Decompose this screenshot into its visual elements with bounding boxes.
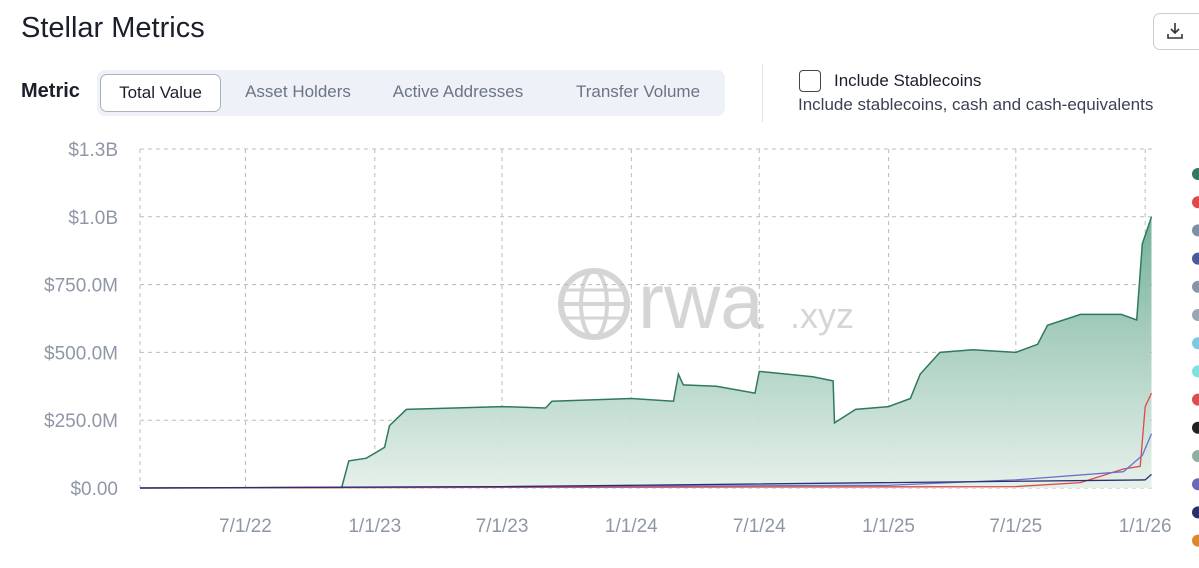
legend-dot [1192,393,1199,406]
legend-dot [1192,450,1199,462]
page-title: Stellar Metrics [21,12,205,44]
x-tick-label: 1/1/25 [862,516,915,537]
y-tick-label: $750.0M [44,276,118,297]
series-line [139,433,1153,489]
x-tick-label: 1/1/26 [1119,516,1172,537]
series-line [139,392,1153,489]
x-tick-label: 7/1/25 [989,516,1042,537]
watermark: rwa .xyz [558,257,854,345]
tab[interactable]: Total Value [100,74,221,112]
x-tick-label: 7/1/22 [219,516,272,537]
series-line [139,473,1152,489]
watermark-main: rwa [638,257,764,345]
area-line [139,216,1153,489]
y-tick-label: $1.3B [68,140,118,161]
legend-dot [1192,534,1199,547]
legend-dot [1192,280,1199,293]
legend-dot [1192,478,1199,491]
y-tick-label: $0.00 [70,479,118,500]
tab-bar: Total Value Asset Holders Active Addresses… [97,70,725,116]
metric-label: Metric [21,80,80,102]
checkbox-description: Include stablecoins, cash and cash-equiv… [798,95,1154,114]
legend-dot [1192,224,1199,237]
y-tick-label: $500.0M [44,343,118,364]
tab[interactable]: Active Addresses [392,82,524,101]
legend-dot [1192,196,1199,209]
legend-dot [1192,168,1199,180]
x-tick-label: 1/1/23 [348,516,401,537]
legend-dot [1192,252,1199,265]
tab[interactable]: Asset Holders [245,82,351,101]
area [140,216,1152,489]
legend-dot [1192,337,1199,350]
divider [762,64,763,122]
tab[interactable]: Transfer Volume [575,82,701,101]
checkbox[interactable] [799,70,821,92]
legend-dot [1192,365,1199,378]
checkbox-label: Include Stablecoins [834,71,982,90]
watermark-suffix: .xyz [790,295,854,336]
x-tick-label: 7/1/23 [476,516,529,537]
y-tick-label: $250.0M [44,411,118,432]
download-icon [1167,23,1183,39]
legend-dot [1192,506,1199,519]
legend-dot [1192,309,1199,321]
y-tick-label: $1.0B [68,208,118,229]
download-button[interactable] [1153,13,1199,50]
x-tick-label: 7/1/24 [733,516,786,537]
x-tick-label: 1/1/24 [605,516,658,537]
legend-dot [1192,421,1199,434]
